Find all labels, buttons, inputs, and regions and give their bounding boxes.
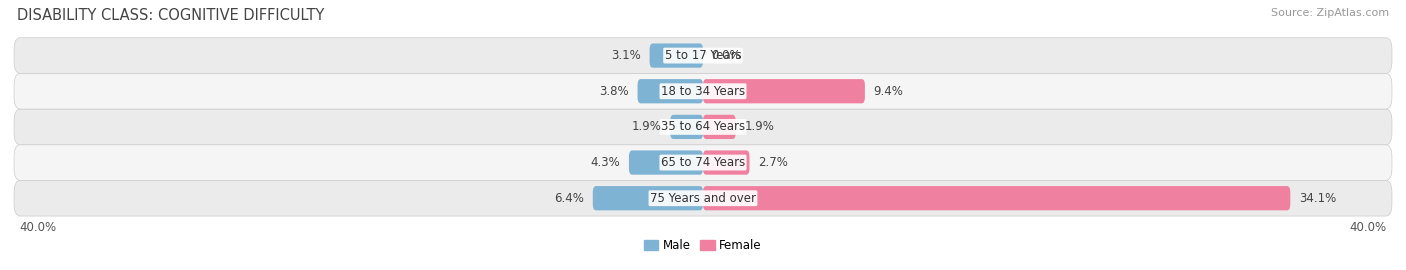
Text: 3.8%: 3.8%: [599, 85, 628, 98]
FancyBboxPatch shape: [593, 186, 703, 210]
Text: 2.7%: 2.7%: [758, 156, 787, 169]
Text: 1.9%: 1.9%: [744, 120, 775, 133]
FancyBboxPatch shape: [671, 115, 703, 139]
Text: DISABILITY CLASS: COGNITIVE DIFFICULTY: DISABILITY CLASS: COGNITIVE DIFFICULTY: [17, 8, 325, 23]
FancyBboxPatch shape: [637, 79, 703, 103]
Text: Source: ZipAtlas.com: Source: ZipAtlas.com: [1271, 8, 1389, 18]
FancyBboxPatch shape: [703, 186, 1291, 210]
FancyBboxPatch shape: [14, 180, 1392, 216]
Text: 65 to 74 Years: 65 to 74 Years: [661, 156, 745, 169]
FancyBboxPatch shape: [703, 79, 865, 103]
FancyBboxPatch shape: [14, 109, 1392, 145]
Text: 40.0%: 40.0%: [1350, 221, 1386, 234]
Text: 34.1%: 34.1%: [1299, 192, 1336, 205]
FancyBboxPatch shape: [650, 43, 703, 68]
Text: 40.0%: 40.0%: [20, 221, 56, 234]
Text: 0.0%: 0.0%: [711, 49, 741, 62]
FancyBboxPatch shape: [14, 73, 1392, 109]
Text: 75 Years and over: 75 Years and over: [650, 192, 756, 205]
Text: 9.4%: 9.4%: [873, 85, 904, 98]
Text: 6.4%: 6.4%: [554, 192, 583, 205]
FancyBboxPatch shape: [14, 38, 1392, 73]
Text: 3.1%: 3.1%: [612, 49, 641, 62]
Text: 18 to 34 Years: 18 to 34 Years: [661, 85, 745, 98]
Text: 4.3%: 4.3%: [591, 156, 620, 169]
Legend: Male, Female: Male, Female: [640, 235, 766, 257]
FancyBboxPatch shape: [14, 145, 1392, 180]
Text: 1.9%: 1.9%: [631, 120, 662, 133]
FancyBboxPatch shape: [703, 115, 735, 139]
Text: 5 to 17 Years: 5 to 17 Years: [665, 49, 741, 62]
FancyBboxPatch shape: [703, 150, 749, 175]
Text: 35 to 64 Years: 35 to 64 Years: [661, 120, 745, 133]
FancyBboxPatch shape: [628, 150, 703, 175]
